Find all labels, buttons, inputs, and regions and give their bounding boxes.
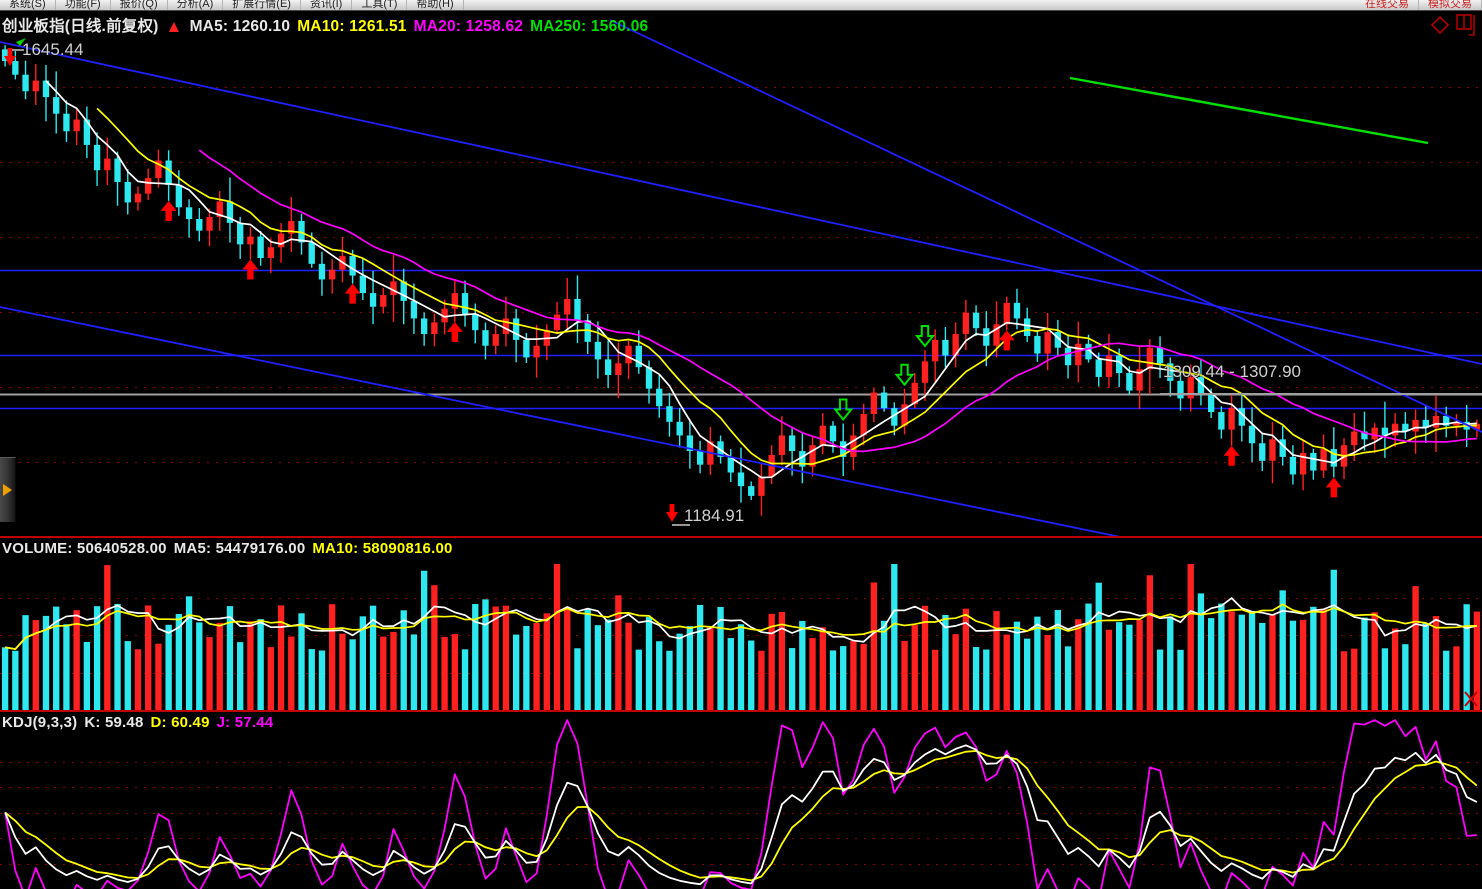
diamond-icon[interactable]: [1430, 15, 1450, 35]
trendlines[interactable]: [0, 19, 1482, 537]
volume-bars[interactable]: [1, 564, 1481, 710]
sidebar-expander-tab[interactable]: [0, 457, 16, 523]
toolbar-item-7[interactable]: 帮助(H): [407, 0, 464, 10]
toolbar-item-2[interactable]: 报价(Q): [111, 0, 168, 10]
signal-markers: [160, 200, 1342, 498]
volume-chart-panel[interactable]: [0, 538, 1482, 710]
toolbar-item-9[interactable]: 模拟交易: [1419, 0, 1482, 10]
toolbar-item-0[interactable]: 系统(S): [0, 0, 56, 10]
price-gridlines: [0, 87, 1482, 463]
price-chart-panel[interactable]: [0, 12, 1482, 537]
toolbar-item-4[interactable]: 扩展行情(E): [223, 0, 301, 10]
toolbar-item-5[interactable]: 资讯(I): [301, 0, 353, 10]
panel-corner-icons[interactable]: [1430, 13, 1478, 37]
split-pane-icon[interactable]: [1456, 13, 1478, 37]
low-marker: [666, 504, 690, 526]
close-icon[interactable]: [1461, 686, 1481, 708]
kdj-panel-divider: [0, 710, 1482, 712]
toolbar-item-8[interactable]: 在线交易: [1356, 0, 1419, 10]
volume-panel-divider: [0, 536, 1482, 538]
kdj-chart-canvas[interactable]: [0, 712, 1482, 889]
price-chart-canvas[interactable]: [0, 12, 1482, 537]
volume-chart-canvas[interactable]: [0, 538, 1482, 710]
toolbar-item-1[interactable]: 功能(F): [56, 0, 111, 10]
kdj-chart-panel[interactable]: [0, 712, 1482, 889]
volume-ma-lines: [4, 596, 1478, 651]
candlestick-series[interactable]: [1, 45, 1481, 516]
high-marker: [4, 38, 26, 66]
moving-average-lines: [45, 80, 1477, 479]
chevron-right-icon: [3, 484, 12, 496]
kdj-lines: [4, 719, 1478, 889]
main-toolbar[interactable]: 系统(S) 功能(F) 报价(Q) 分析(A) 扩展行情(E) 资讯(I) 工具(T) 帮助(…: [0, 0, 1482, 11]
toolbar-item-6[interactable]: 工具(T): [352, 0, 408, 10]
toolbar-item-3[interactable]: 分析(A): [168, 0, 224, 10]
kdj-gridlines: [0, 762, 1482, 865]
